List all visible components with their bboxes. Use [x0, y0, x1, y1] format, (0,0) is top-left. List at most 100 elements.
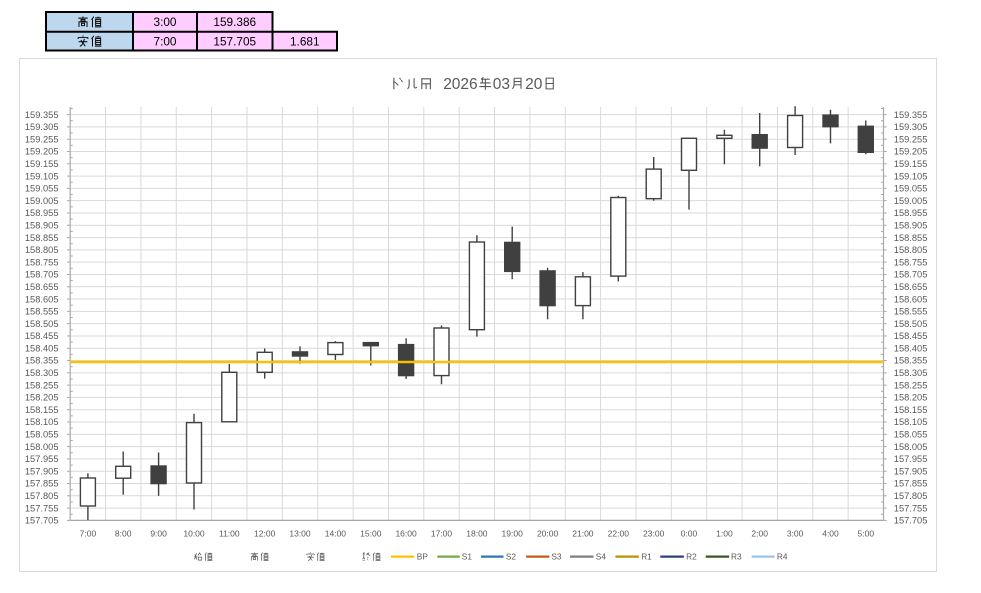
svg-text:158.955: 158.955 [894, 208, 928, 218]
svg-text:2026: 2026 [443, 76, 477, 93]
svg-text:159.055: 159.055 [25, 184, 59, 194]
svg-text:158.155: 158.155 [25, 405, 59, 415]
svg-text:158.405: 158.405 [894, 343, 928, 353]
svg-text:157.955: 157.955 [25, 454, 59, 464]
svg-text:159.355: 159.355 [25, 110, 59, 120]
svg-text:159.155: 159.155 [894, 159, 928, 169]
svg-text:18:00: 18:00 [466, 528, 488, 538]
svg-text:4:00: 4:00 [822, 528, 839, 538]
svg-text:157.855: 157.855 [894, 479, 928, 489]
svg-text:158.555: 158.555 [25, 307, 59, 317]
svg-text:159.305: 159.305 [894, 122, 928, 132]
svg-text:158.255: 158.255 [25, 380, 59, 390]
svg-text:12:00: 12:00 [254, 528, 276, 538]
svg-text:S1: S1 [462, 552, 473, 562]
svg-text:158.755: 158.755 [894, 257, 928, 267]
svg-text:158.555: 158.555 [894, 307, 928, 317]
svg-text:9:00: 9:00 [150, 528, 167, 538]
svg-text:3:00: 3:00 [787, 528, 804, 538]
svg-text:158.705: 158.705 [25, 270, 59, 280]
svg-text:157.955: 157.955 [894, 454, 928, 464]
svg-text:S3: S3 [551, 552, 562, 562]
svg-text:159.055: 159.055 [894, 184, 928, 194]
svg-text:159.386: 159.386 [213, 15, 256, 29]
svg-text:7:00: 7:00 [80, 528, 97, 538]
svg-text:158.055: 158.055 [25, 430, 59, 440]
svg-text:157.705: 157.705 [894, 516, 928, 526]
svg-text:158.755: 158.755 [25, 257, 59, 267]
svg-text:R2: R2 [686, 552, 697, 562]
svg-text:158.355: 158.355 [894, 356, 928, 366]
svg-text:158.505: 158.505 [25, 319, 59, 329]
svg-text:158.655: 158.655 [25, 282, 59, 292]
svg-text:158.655: 158.655 [894, 282, 928, 292]
svg-text:159.355: 159.355 [894, 110, 928, 120]
svg-text:158.855: 158.855 [25, 233, 59, 243]
svg-text:19:00: 19:00 [502, 528, 524, 538]
svg-text:159.205: 159.205 [25, 147, 59, 157]
svg-text:5:00: 5:00 [858, 528, 875, 538]
svg-text:1:00: 1:00 [716, 528, 733, 538]
svg-text:158.355: 158.355 [25, 356, 59, 366]
svg-text:8:00: 8:00 [115, 528, 132, 538]
svg-text:157.705: 157.705 [213, 34, 256, 48]
svg-text:R1: R1 [641, 552, 652, 562]
svg-text:157.905: 157.905 [25, 466, 59, 476]
svg-text:20:00: 20:00 [537, 528, 559, 538]
svg-text:158.505: 158.505 [894, 319, 928, 329]
svg-text:158.705: 158.705 [894, 270, 928, 280]
svg-text:158.305: 158.305 [894, 368, 928, 378]
svg-text:158.105: 158.105 [894, 417, 928, 427]
svg-text:158.805: 158.805 [894, 245, 928, 255]
svg-text:157.855: 157.855 [25, 479, 59, 489]
svg-text:159.105: 159.105 [25, 171, 59, 181]
svg-text:159.155: 159.155 [25, 159, 59, 169]
svg-text:7:00: 7:00 [154, 34, 177, 48]
svg-text:21:00: 21:00 [572, 528, 594, 538]
svg-text:158.205: 158.205 [894, 393, 928, 403]
svg-text:S4: S4 [596, 552, 607, 562]
svg-text:158.205: 158.205 [25, 393, 59, 403]
svg-text:157.755: 157.755 [894, 503, 928, 513]
svg-text:157.805: 157.805 [894, 491, 928, 501]
svg-text:159.005: 159.005 [25, 196, 59, 206]
svg-text:159.005: 159.005 [894, 196, 928, 206]
svg-text:3:00: 3:00 [154, 15, 177, 29]
svg-text:158.405: 158.405 [25, 343, 59, 353]
svg-text:S2: S2 [506, 552, 517, 562]
svg-text:158.255: 158.255 [894, 380, 928, 390]
svg-text:158.455: 158.455 [25, 331, 59, 341]
svg-text:159.255: 159.255 [25, 134, 59, 144]
svg-text:157.805: 157.805 [25, 491, 59, 501]
svg-text:157.755: 157.755 [25, 503, 59, 513]
svg-text:159.105: 159.105 [894, 171, 928, 181]
svg-text:159.205: 159.205 [894, 147, 928, 157]
svg-text:23:00: 23:00 [643, 528, 665, 538]
svg-text:15:00: 15:00 [360, 528, 382, 538]
svg-text:158.905: 158.905 [25, 220, 59, 230]
svg-text:17:00: 17:00 [431, 528, 453, 538]
svg-text:159.305: 159.305 [25, 122, 59, 132]
svg-text:20: 20 [525, 76, 543, 93]
svg-text:0:00: 0:00 [681, 528, 698, 538]
svg-text:158.055: 158.055 [894, 430, 928, 440]
svg-text:158.155: 158.155 [894, 405, 928, 415]
svg-text:158.805: 158.805 [25, 245, 59, 255]
svg-text:158.005: 158.005 [894, 442, 928, 452]
svg-text:157.905: 157.905 [894, 466, 928, 476]
svg-text:158.605: 158.605 [894, 294, 928, 304]
svg-text:11:00: 11:00 [219, 528, 240, 538]
svg-text:22:00: 22:00 [608, 528, 630, 538]
svg-text:158.105: 158.105 [25, 417, 59, 427]
svg-text:158.455: 158.455 [894, 331, 928, 341]
svg-text:158.005: 158.005 [25, 442, 59, 452]
svg-text:16:00: 16:00 [395, 528, 417, 538]
svg-text:158.905: 158.905 [894, 220, 928, 230]
svg-text:10:00: 10:00 [183, 528, 205, 538]
svg-text:159.255: 159.255 [894, 134, 928, 144]
svg-text:158.605: 158.605 [25, 294, 59, 304]
svg-text:158.955: 158.955 [25, 208, 59, 218]
svg-text:158.305: 158.305 [25, 368, 59, 378]
svg-text:R4: R4 [777, 552, 788, 562]
svg-text:R3: R3 [731, 552, 742, 562]
